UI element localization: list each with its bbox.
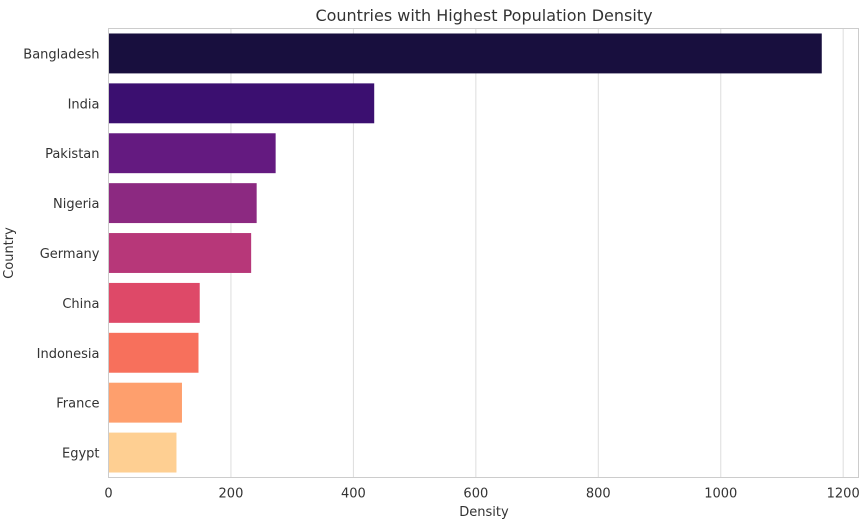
x-tick-label: 600 <box>463 487 488 502</box>
bar-france <box>108 382 182 423</box>
x-tick-label: 0 <box>104 487 112 502</box>
x-tick-label: 1000 <box>704 487 737 502</box>
x-axis-title: Density <box>459 505 509 520</box>
y-tick-label: France <box>56 397 99 412</box>
bar-india <box>108 83 375 124</box>
bar-germany <box>108 233 252 273</box>
x-tick-label: 400 <box>341 487 366 502</box>
bar-indonesia <box>108 332 199 373</box>
y-tick-label: India <box>68 97 100 112</box>
y-tick-label: Pakistan <box>45 147 99 162</box>
y-tick-label: China <box>62 297 99 312</box>
chart-title: Countries with Highest Population Densit… <box>315 6 652 25</box>
y-tick-label: Bangladesh <box>23 47 99 62</box>
y-tick-label: Indonesia <box>37 347 100 362</box>
bar-pakistan <box>108 133 276 174</box>
y-tick-label: Egypt <box>62 447 100 462</box>
bar-china <box>108 282 200 323</box>
y-axis-title: Country <box>2 227 17 279</box>
x-tick-label: 1200 <box>827 487 860 502</box>
y-tick-labels: Bangladesh India Pakistan Nigeria Germany Chi… <box>23 47 100 461</box>
bars <box>108 33 822 473</box>
x-tick-label: 800 <box>586 487 611 502</box>
y-tick-label: Germany <box>40 247 100 262</box>
plot-frame <box>108 28 859 478</box>
x-tick-labels: 0 200 400 600 800 1000 1200 <box>104 487 859 502</box>
bar-egypt <box>108 432 177 473</box>
bar-bangladesh <box>108 33 822 74</box>
x-tick-label: 200 <box>219 487 244 502</box>
y-tick-label: Nigeria <box>53 197 100 212</box>
bar-nigeria <box>108 183 257 224</box>
